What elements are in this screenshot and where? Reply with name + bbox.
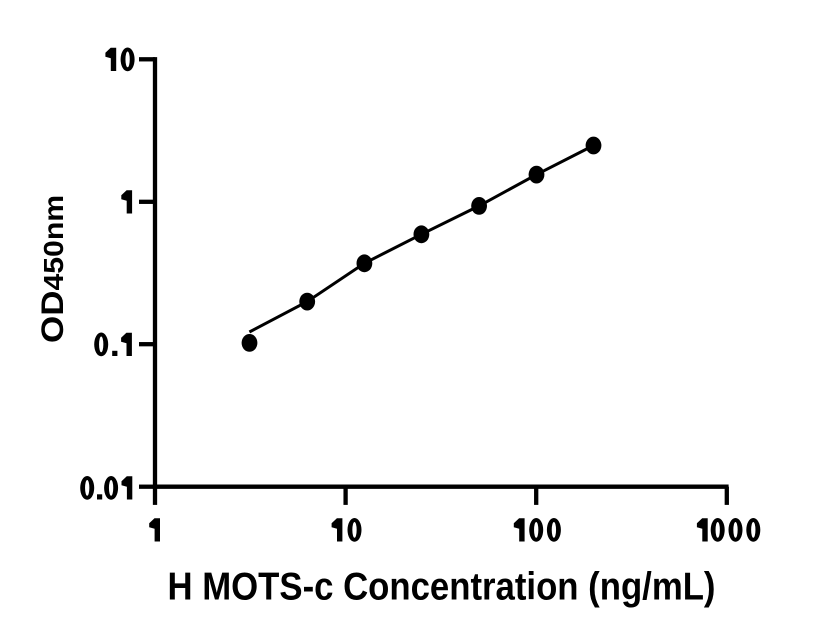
svg-text:H MOTS-c Concentration (ng/mL): H MOTS-c Concentration (ng/mL) <box>168 565 716 608</box>
svg-text:OD450nm: OD450nm <box>35 195 70 343</box>
